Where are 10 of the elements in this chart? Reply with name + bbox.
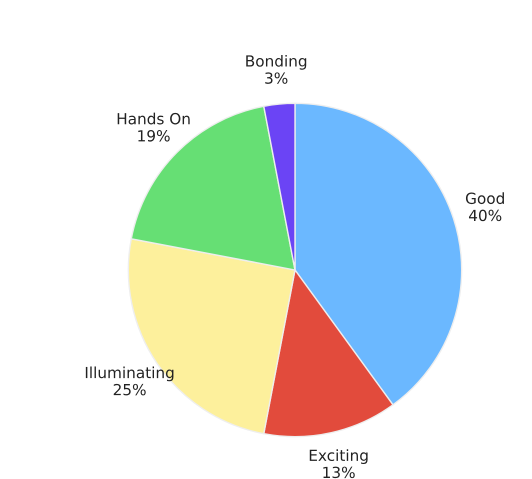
- slice-label: Illuminating: [86, 366, 174, 382]
- slice-label: Hands On: [118, 112, 190, 124]
- data-label: 3%: [265, 72, 288, 84]
- slice-label: Exciting: [310, 449, 368, 464]
- slice-label: Bonding: [246, 54, 306, 70]
- data-label: 25%: [114, 384, 146, 396]
- data-label: 19%: [138, 130, 170, 142]
- slice-label: Good: [466, 192, 504, 204]
- data-label: 13%: [323, 466, 355, 478]
- data-label: 40%: [468, 210, 502, 222]
